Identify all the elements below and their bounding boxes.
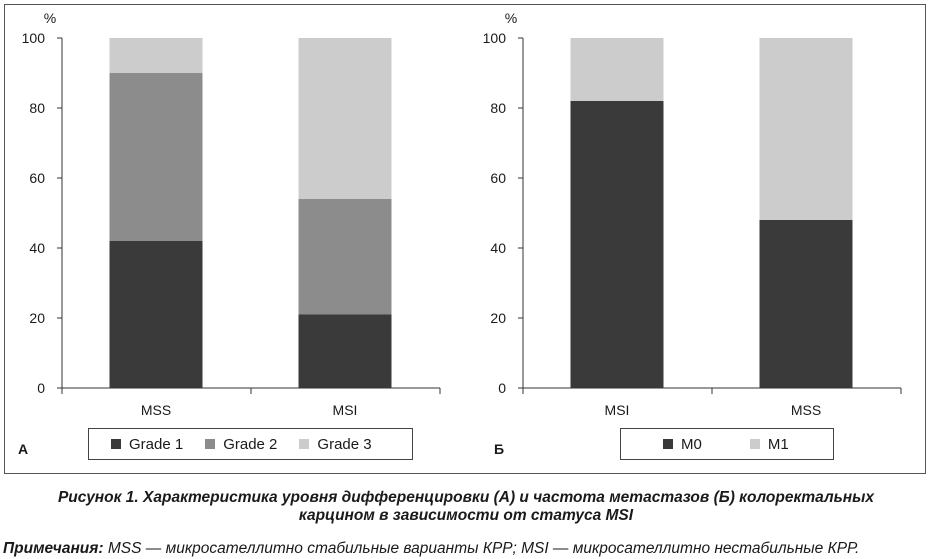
panel-a-bar-mss-grade-3 (109, 38, 203, 73)
panel-b-x-tick-label-msi: MSI (605, 402, 630, 418)
panel-a-y-tick-label-60: 60 (29, 170, 45, 186)
panel-a-y-tick-label-0: 0 (37, 380, 45, 396)
panel-a-y-tick-label-20: 20 (29, 310, 45, 326)
panel-b-y-tick-label-0: 0 (498, 380, 506, 396)
panel-a-y-tick-label-40: 40 (29, 240, 45, 256)
legend-item-m0: M0 (663, 436, 702, 453)
panel-a-x-tick-label-mss: MSS (141, 402, 171, 418)
chart-panel-b: 0 20 40 60 80 100% MSI MSS (483, 10, 902, 418)
panel-b-bar-mss-m1 (759, 38, 853, 220)
legend-item-grade-3: Grade 3 (299, 435, 372, 453)
legend-label-m0: M0 (681, 435, 702, 453)
panel-b-y-tick-label-40: 40 (490, 240, 506, 256)
note-text: MSS — микросателлитно стабильные вариант… (103, 540, 860, 557)
panel-b-bar-msi-m1 (570, 38, 664, 101)
chart-panel-a: 0 20 40 60 80 100% MSS MSI (22, 10, 441, 418)
legend-label-grade-1: Grade 1 (129, 435, 184, 453)
legend-swatch-grade-1 (111, 439, 121, 449)
panel-a-unit-label: % (44, 10, 56, 26)
panel-a-x-tick-label-msi: MSI (333, 402, 358, 418)
panel-a-bar-mss-grade-1 (109, 241, 203, 388)
figure-frame (4, 4, 926, 474)
legend-swatch-m0 (663, 439, 673, 449)
legend-swatch-grade-2 (205, 439, 216, 449)
caption-line-2: карцином в зависимости от статуса MSI (298, 507, 634, 524)
figure-note: Примечания: MSS — микросателлитно стабил… (3, 540, 859, 558)
panel-b-bar-mss-m0 (759, 220, 853, 388)
legend-swatch-grade-3 (299, 439, 310, 449)
legend-item-grade-2: Grade 2 (205, 436, 277, 453)
legend-label-grade-3: Grade 3 (317, 435, 372, 453)
panel-letter-b: Б (494, 441, 505, 457)
legend-swatch-m1 (749, 439, 760, 449)
caption-line-1: Рисунок 1. Характеристика уровня диффере… (57, 489, 875, 506)
legend-a: Grade 1 Grade 2 Grade 3 (88, 428, 413, 460)
panel-b-y-tick-label-60: 60 (490, 170, 506, 186)
legend-item-m1: M1 (749, 435, 789, 453)
panel-b-y-tick-label-20: 20 (490, 310, 506, 326)
panel-b-y-tick-label-100: 100 (483, 30, 507, 46)
panel-a-bar-msi-grade-2 (298, 199, 392, 315)
panel-b-unit-label: % (505, 10, 517, 26)
legend-label-m1: M1 (767, 435, 789, 453)
legend-label-grade-2: Grade 2 (223, 435, 278, 453)
panel-a-bar-mss-grade-2 (109, 73, 203, 241)
panel-b-bar-msi-m0 (570, 101, 664, 388)
figure-caption: Рисунок 1. Характеристика уровня диффере… (0, 489, 932, 525)
legend-item-grade-1: Grade 1 (111, 436, 183, 453)
panel-b-x-tick-label-mss: MSS (791, 402, 821, 418)
panel-a-bar-msi-grade-1 (298, 314, 392, 388)
panel-letter-a: А (18, 441, 29, 457)
legend-b: M0 M1 (620, 428, 834, 460)
panel-a-bar-msi-grade-3 (298, 38, 392, 199)
panel-a-y-tick-label-80: 80 (29, 100, 45, 116)
note-label: Примечания: (3, 540, 104, 557)
panel-a-y-tick-label-100: 100 (22, 30, 46, 46)
panel-b-y-tick-label-80: 80 (490, 100, 506, 116)
